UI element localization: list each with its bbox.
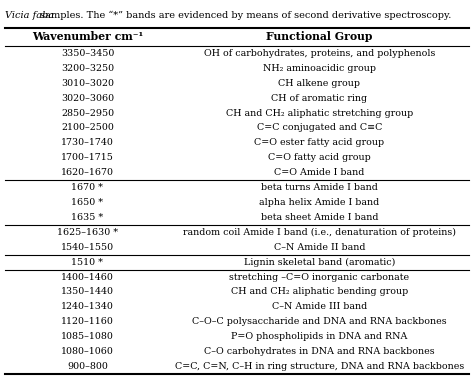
Text: C=O fatty acid group: C=O fatty acid group	[268, 153, 371, 162]
Text: 3010–3020: 3010–3020	[61, 79, 114, 88]
Text: 1080–1060: 1080–1060	[61, 347, 114, 356]
Text: 1650 *: 1650 *	[72, 198, 103, 207]
Text: OH of carbohydrates, proteins, and polyphenols: OH of carbohydrates, proteins, and polyp…	[204, 49, 435, 58]
Text: 1625–1630 *: 1625–1630 *	[57, 228, 118, 237]
Text: 3200–3250: 3200–3250	[61, 64, 114, 73]
Text: Functional Group: Functional Group	[266, 32, 373, 43]
Text: 1540–1550: 1540–1550	[61, 243, 114, 252]
Text: C–O–C polysaccharide and DNA and RNA backbones: C–O–C polysaccharide and DNA and RNA bac…	[192, 317, 447, 326]
Text: beta sheet Amide I band: beta sheet Amide I band	[261, 213, 378, 222]
Text: 2100–2500: 2100–2500	[61, 124, 114, 132]
Text: C=O ester fatty acid group: C=O ester fatty acid group	[255, 138, 384, 147]
Text: 1730–1740: 1730–1740	[61, 138, 114, 147]
Text: C=C conjugated and C≡C: C=C conjugated and C≡C	[257, 124, 382, 132]
Text: 2850–2950: 2850–2950	[61, 109, 114, 118]
Text: C=O Amide I band: C=O Amide I band	[274, 168, 365, 177]
Text: NH₂ aminoacidic group: NH₂ aminoacidic group	[263, 64, 376, 73]
Text: 900–800: 900–800	[67, 362, 108, 371]
Text: 1400–1460: 1400–1460	[61, 273, 114, 282]
Text: samples. The “*” bands are evidenced by means of second derivative spectroscopy.: samples. The “*” bands are evidenced by …	[37, 10, 451, 20]
Text: alpha helix Amide I band: alpha helix Amide I band	[259, 198, 380, 207]
Text: Lignin skeletal band (aromatic): Lignin skeletal band (aromatic)	[244, 257, 395, 267]
Text: CH alkene group: CH alkene group	[279, 79, 361, 88]
Text: CH and CH₂ aliphatic stretching group: CH and CH₂ aliphatic stretching group	[226, 109, 413, 118]
Text: 1700–1715: 1700–1715	[61, 153, 114, 162]
Text: 1635 *: 1635 *	[72, 213, 104, 222]
Text: Vicia faba: Vicia faba	[5, 11, 54, 20]
Text: C–N Amide III band: C–N Amide III band	[272, 302, 367, 311]
Text: 3350–3450: 3350–3450	[61, 49, 114, 58]
Text: C–O carbohydrates in DNA and RNA backbones: C–O carbohydrates in DNA and RNA backbon…	[204, 347, 435, 356]
Text: 1510 *: 1510 *	[72, 258, 103, 267]
Text: 1620–1670: 1620–1670	[61, 168, 114, 177]
Text: CH of aromatic ring: CH of aromatic ring	[272, 93, 367, 103]
Text: 1085–1080: 1085–1080	[61, 332, 114, 341]
Text: CH and CH₂ aliphatic bending group: CH and CH₂ aliphatic bending group	[231, 288, 408, 296]
Text: 3020–3060: 3020–3060	[61, 93, 114, 103]
Text: 1240–1340: 1240–1340	[61, 302, 114, 311]
Text: P=O phospholipids in DNA and RNA: P=O phospholipids in DNA and RNA	[231, 332, 408, 341]
Text: 1670 *: 1670 *	[72, 183, 103, 192]
Text: C–N Amide II band: C–N Amide II band	[274, 243, 365, 252]
Text: beta turns Amide I band: beta turns Amide I band	[261, 183, 378, 192]
Text: Wavenumber cm⁻¹: Wavenumber cm⁻¹	[32, 32, 143, 43]
Text: C=C, C=N, C–H in ring structure, DNA and RNA backbones: C=C, C=N, C–H in ring structure, DNA and…	[175, 362, 464, 371]
Text: random coil Amide I band (i.e., denaturation of proteins): random coil Amide I band (i.e., denatura…	[183, 228, 456, 237]
Text: stretching –C=O inorganic carbonate: stretching –C=O inorganic carbonate	[229, 273, 410, 282]
Text: 1350–1440: 1350–1440	[61, 288, 114, 296]
Text: 1120–1160: 1120–1160	[61, 317, 114, 326]
